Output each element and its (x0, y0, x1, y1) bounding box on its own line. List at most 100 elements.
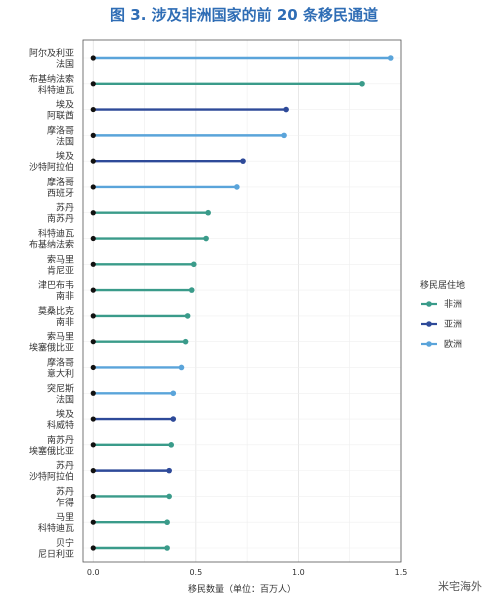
corridor-value-dot (166, 493, 172, 500)
corridor-origin-label: 索马里 (47, 331, 74, 343)
x-tick-label: 0.0 (87, 568, 100, 577)
corridor-origin-label: 埃及 (56, 150, 74, 162)
corridor-origin-label: 南苏丹 (47, 434, 74, 446)
corridor-value-dot (168, 442, 175, 448)
corridor-origin-dot (90, 132, 96, 138)
corridor-destination-label: 法国 (56, 58, 74, 70)
corridor-origin-dot (90, 416, 96, 422)
corridor-origin-dot (90, 287, 96, 293)
corridor-origin-label: 津巴布韦 (38, 279, 74, 291)
corridor-destination-label: 尼日利亚 (38, 548, 74, 560)
corridor-destination-label: 意大利 (47, 367, 74, 379)
corridor-value-dot (182, 338, 189, 345)
corridor-origin-label: 埃及 (56, 99, 74, 111)
corridor-origin-dot (90, 184, 96, 190)
corridor-origin-dot (90, 493, 96, 500)
corridor-value-dot (387, 55, 394, 61)
corridor-value-dot (184, 313, 191, 319)
plot-frame (82, 39, 402, 563)
corridor-origin-label: 苏丹 (56, 202, 74, 214)
corridor-origin-dot (90, 468, 96, 474)
corridor-value-dot (283, 106, 289, 113)
corridor-destination-label: 布基纳法索 (29, 239, 74, 251)
corridor-origin-label: 突尼斯 (47, 382, 74, 394)
corridor-origin-label: 马里 (56, 512, 74, 523)
corridor-value-dot (205, 209, 211, 216)
corridor-value-dot (240, 158, 246, 164)
corridor-destination-label: 科特迪瓦 (38, 522, 74, 534)
corridor-value-dot (164, 545, 170, 551)
x-axis-label: 移民数量（单位：百万人） (188, 583, 296, 595)
corridor-destination-label: 南非 (56, 316, 74, 328)
corridor-origin-dot (90, 55, 96, 61)
corridor-value-dot (164, 519, 170, 526)
y-axis-labels: 阿尔及利亚法国布基纳法索科特迪瓦埃及阿联酋摩洛哥法国埃及沙特阿拉伯摩洛哥西班牙苏… (29, 47, 74, 560)
grid-layer (83, 40, 402, 562)
corridor-destination-label: 法国 (56, 135, 74, 147)
corridor-destination-label: 南非 (56, 290, 74, 302)
corridor-origin-label: 莫桑比克 (38, 305, 74, 317)
corridor-origin-dot (90, 519, 96, 525)
corridor-origin-dot (90, 81, 96, 87)
corridor-destination-label: 沙特阿拉伯 (29, 161, 74, 173)
x-tick-label: 0.5 (189, 568, 202, 577)
corridor-origin-dot (90, 442, 96, 448)
corridor-value-dot (178, 364, 185, 371)
corridor-origin-dot (90, 339, 96, 345)
corridor-origin-dot (90, 210, 96, 216)
corridor-origin-label: 苏丹 (56, 485, 74, 497)
corridor-value-dot (188, 287, 195, 293)
corridor-origin-dot (90, 364, 96, 371)
corridor-origin-label: 埃及 (56, 408, 74, 420)
corridor-origin-label: 阿尔及利亚 (29, 47, 74, 59)
corridor-destination-label: 阿联酋 (47, 110, 74, 122)
corridor-destination-label: 埃塞俄比亚 (29, 445, 74, 457)
legend-key-dot (426, 301, 432, 307)
x-tick-label: 1.5 (395, 568, 408, 577)
corridor-destination-label: 南苏丹 (47, 213, 74, 225)
chart-title: 图 3. 涉及非洲国家的前 20 条移民通道 (110, 6, 378, 24)
corridor-destination-label: 科特迪瓦 (38, 84, 74, 96)
legend-key-dot (426, 341, 432, 347)
corridor-origin-label: 摩洛哥 (47, 124, 74, 136)
data-marks (90, 55, 394, 551)
watermark: 米宅海外 (438, 580, 482, 593)
corridor-value-dot (170, 416, 177, 422)
corridor-value-dot (234, 184, 240, 190)
corridor-origin-dot (90, 390, 96, 396)
corridor-origin-label: 贝宁 (56, 537, 74, 549)
corridor-destination-label: 肯尼亚 (47, 264, 74, 276)
corridor-origin-dot (90, 235, 96, 242)
corridor-origin-dot (90, 158, 96, 164)
corridor-origin-label: 科特迪瓦 (38, 228, 74, 240)
corridor-origin-label: 布基纳法索 (29, 73, 74, 85)
corridor-destination-label: 埃塞俄比亚 (29, 342, 74, 354)
corridor-origin-label: 苏丹 (56, 460, 74, 472)
corridor-destination-label: 乍得 (56, 496, 74, 508)
corridor-origin-dot (90, 313, 96, 319)
legend-item-label: 欧洲 (444, 338, 462, 350)
corridor-value-dot (166, 467, 172, 474)
corridor-value-dot (190, 261, 197, 268)
corridor-origin-dot (90, 261, 96, 267)
corridor-value-dot (203, 235, 209, 242)
x-axis-ticks: 0.0 0.5 1.0 1.5 (87, 568, 407, 577)
corridor-value-dot (281, 132, 287, 139)
legend-title: 移民居住地 (420, 279, 465, 291)
corridor-origin-label: 索马里 (47, 253, 74, 265)
legend-item-label: 亚洲 (444, 319, 462, 330)
corridor-value-dot (359, 80, 365, 87)
corridor-origin-label: 摩洛哥 (47, 356, 74, 368)
legend-key-dot (426, 321, 432, 327)
corridor-value-dot (170, 390, 177, 397)
corridor-destination-label: 科威特 (47, 419, 74, 431)
corridor-origin-dot (90, 106, 96, 113)
legend-item-label: 非洲 (444, 298, 462, 310)
corridor-destination-label: 西班牙 (47, 187, 74, 199)
corridor-origin-label: 摩洛哥 (47, 176, 74, 188)
corridor-origin-dot (90, 545, 96, 551)
corridor-destination-label: 沙特阿拉伯 (29, 471, 74, 483)
corridor-destination-label: 法国 (56, 393, 74, 405)
